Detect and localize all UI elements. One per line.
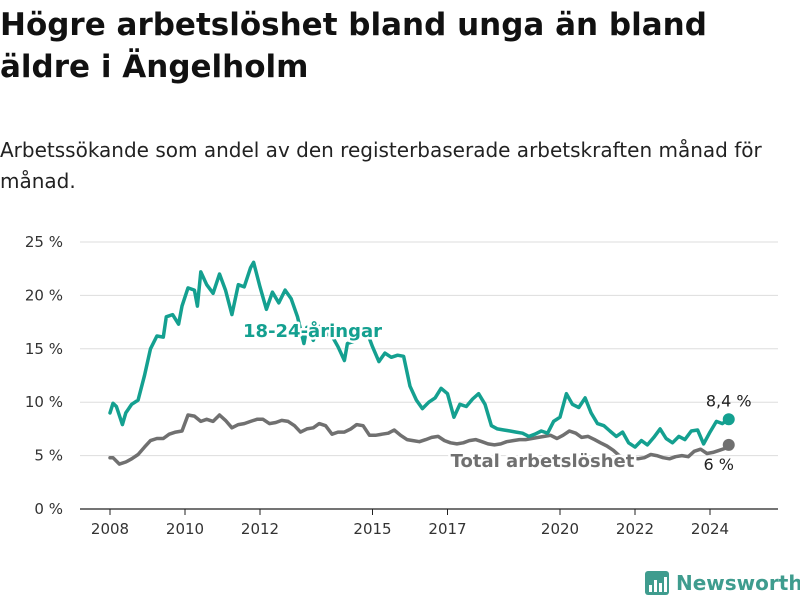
bar-chart-icon xyxy=(645,571,669,595)
x-tick-label: 2008 xyxy=(91,520,129,538)
chart-title: Högre arbetslöshet bland unga än bland ä… xyxy=(0,7,707,85)
x-tick-label: 2010 xyxy=(166,520,204,538)
x-tick-label: 2022 xyxy=(616,520,654,538)
y-tick-label: 25 % xyxy=(25,233,63,251)
x-axis: 2008 2010 2012 2015 2017 2020 2022 2024 xyxy=(91,509,729,538)
chart-subtitle: Arbetssökande som andel av den registerb… xyxy=(0,138,762,193)
series-line-youth xyxy=(108,260,731,449)
x-tick-label: 2020 xyxy=(541,520,579,538)
end-value-total: 6 % xyxy=(704,455,734,474)
y-tick-label: 10 % xyxy=(25,393,63,411)
series-name-youth: 18-24-åringar xyxy=(243,320,382,342)
end-value-youth: 8,4 % xyxy=(706,391,752,410)
newsworthy-logo: Newsworthy xyxy=(645,570,800,596)
logo-text: Newsworthy xyxy=(676,571,800,595)
series-end-point xyxy=(722,413,735,426)
x-tick-label: 2015 xyxy=(353,520,391,538)
y-tick-label: 20 % xyxy=(25,286,63,304)
series-name-total: Total arbetslöshet xyxy=(451,451,635,472)
series-line-total xyxy=(108,413,731,466)
series-end-point xyxy=(722,438,735,451)
series-labels: 18-24-åringar Total arbetslöshet 8,4 % 6 % xyxy=(241,318,752,475)
y-tick-label: 5 % xyxy=(34,447,63,465)
y-tick-label: 0 % xyxy=(34,500,63,518)
y-tick-label: 15 % xyxy=(25,340,63,358)
x-tick-label: 2024 xyxy=(691,520,729,538)
series-lines xyxy=(108,260,735,466)
x-tick-label: 2012 xyxy=(241,520,279,538)
x-tick-label: 2017 xyxy=(428,520,466,538)
y-tick-labels: 0 % 5 % 10 % 15 % 20 % 25 % xyxy=(25,233,63,518)
grid-lines xyxy=(80,241,778,510)
